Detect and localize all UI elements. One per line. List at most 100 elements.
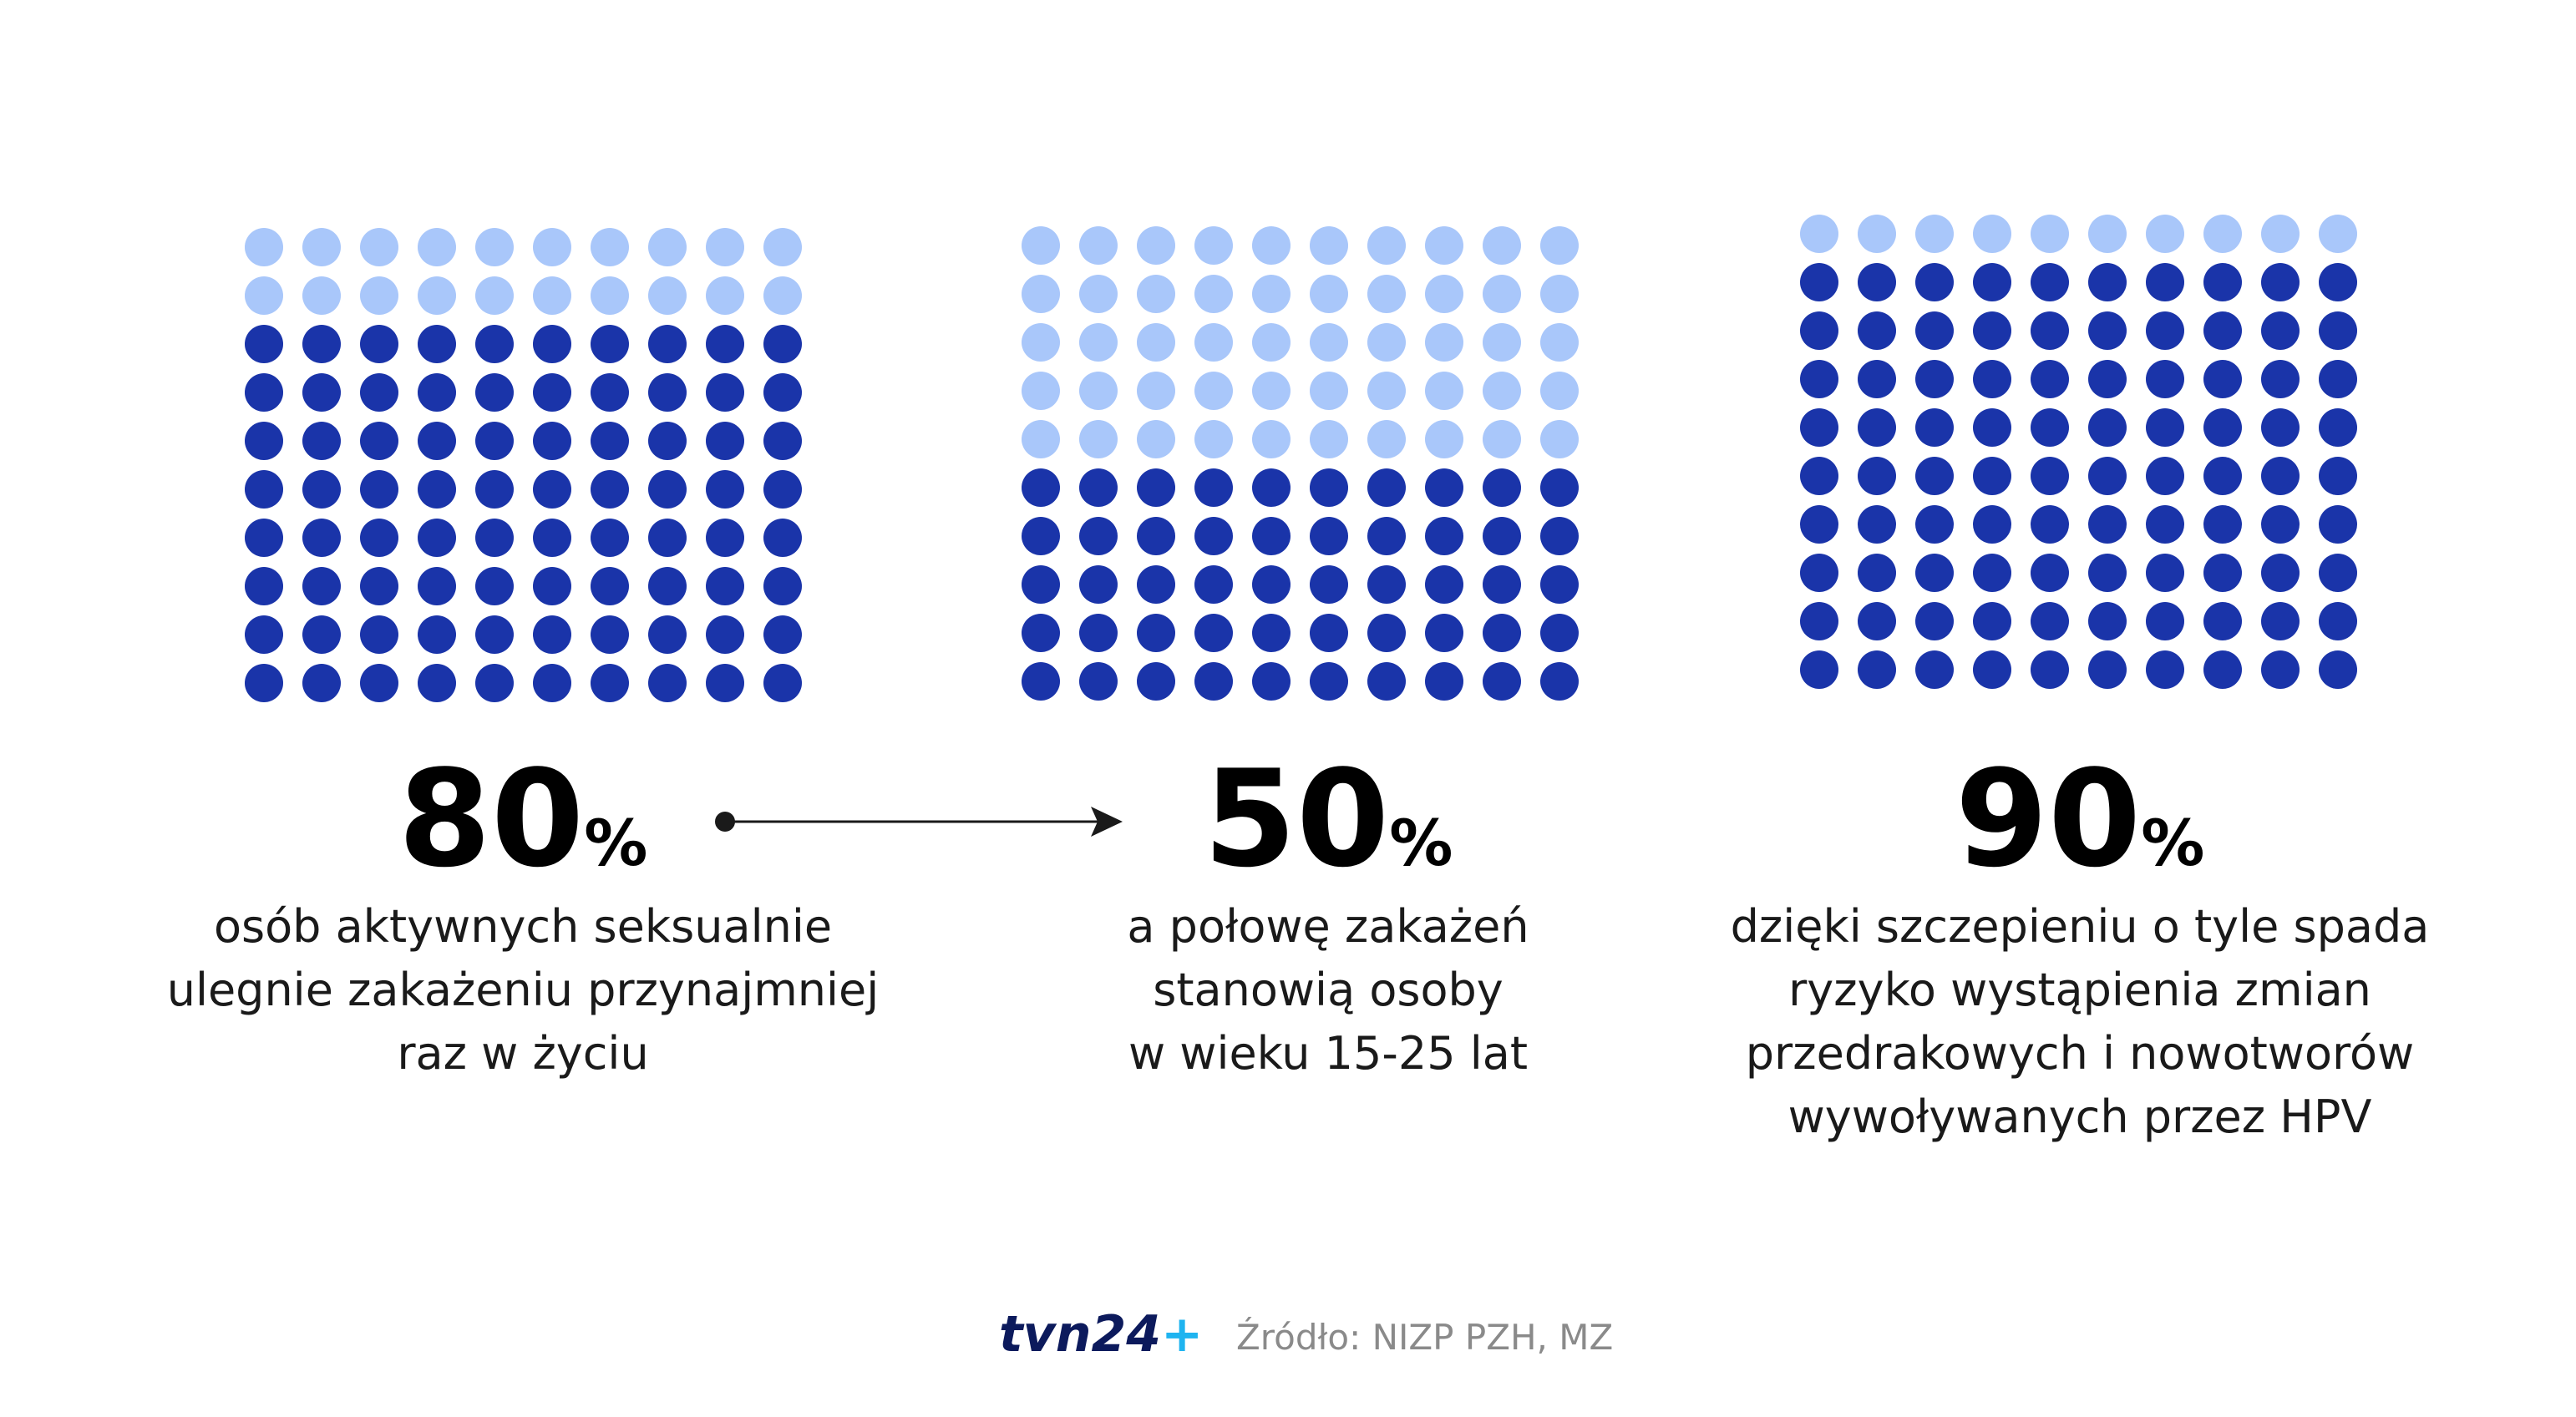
dot-rest xyxy=(706,276,744,315)
dot xyxy=(648,325,687,363)
big-number: 80% xyxy=(398,741,648,897)
dot xyxy=(2261,457,2300,495)
dot xyxy=(1367,614,1406,652)
dot xyxy=(706,519,744,557)
dot xyxy=(475,567,514,605)
dot xyxy=(2261,505,2300,544)
dot-rest xyxy=(1540,323,1579,362)
dot xyxy=(1425,662,1463,701)
dot xyxy=(1915,263,1954,301)
dot-rest xyxy=(1252,226,1291,265)
dot xyxy=(1858,554,1896,592)
dot xyxy=(1915,360,1954,398)
dot xyxy=(648,470,687,509)
dot xyxy=(1915,505,1954,544)
dot xyxy=(706,615,744,654)
big-number: 90% xyxy=(1955,741,2205,897)
dot xyxy=(1079,517,1118,555)
dot xyxy=(2146,505,2184,544)
dot xyxy=(1022,517,1060,555)
dot xyxy=(475,615,514,654)
dot xyxy=(1194,565,1233,604)
dot xyxy=(2319,554,2357,592)
dot-rest xyxy=(1425,372,1463,410)
dot xyxy=(763,325,802,363)
dot xyxy=(1800,554,1838,592)
dot xyxy=(2203,408,2242,447)
dot xyxy=(1800,263,1838,301)
dot xyxy=(2088,311,2127,350)
dot xyxy=(533,615,571,654)
dot xyxy=(245,325,283,363)
dot xyxy=(1915,457,1954,495)
dot xyxy=(533,470,571,509)
dot xyxy=(2203,602,2242,640)
dot xyxy=(1194,517,1233,555)
dot xyxy=(1022,468,1060,507)
dot xyxy=(591,470,629,509)
dot xyxy=(2031,602,2069,640)
dot xyxy=(2088,408,2127,447)
dot xyxy=(1310,565,1348,604)
dot xyxy=(1483,662,1521,701)
dot-rest xyxy=(2031,215,2069,253)
dot xyxy=(648,519,687,557)
dot-rest xyxy=(1252,275,1291,313)
logo-text: tvn24 xyxy=(999,1305,1161,1364)
dot-rest xyxy=(1425,323,1463,362)
dot xyxy=(360,470,398,509)
caption-line: ryzyko wystąpienia zmian xyxy=(1788,964,2371,1016)
dot xyxy=(2261,554,2300,592)
arrow-head xyxy=(1091,807,1123,837)
dot xyxy=(591,664,629,702)
dot xyxy=(1800,602,1838,640)
dot xyxy=(763,373,802,412)
dot xyxy=(1079,565,1118,604)
dot xyxy=(706,422,744,460)
dot xyxy=(1915,408,1954,447)
source: Źródło: NIZP PZH, MZ xyxy=(1236,1316,1613,1358)
dot xyxy=(2203,311,2242,350)
dot xyxy=(418,519,456,557)
dot xyxy=(245,519,283,557)
dot-rest xyxy=(1800,215,1838,253)
dot-rest xyxy=(418,228,456,266)
dot xyxy=(245,470,283,509)
dot xyxy=(1310,614,1348,652)
dot xyxy=(2319,457,2357,495)
dot xyxy=(1310,517,1348,555)
dot xyxy=(763,567,802,605)
dot-rest xyxy=(1858,215,1896,253)
dot xyxy=(763,519,802,557)
dot xyxy=(1540,614,1579,652)
dot xyxy=(1137,662,1175,701)
dot xyxy=(1800,408,1838,447)
dot xyxy=(1858,457,1896,495)
dot xyxy=(1425,614,1463,652)
dot xyxy=(2203,263,2242,301)
dot xyxy=(1310,662,1348,701)
dot-rest xyxy=(1079,275,1118,313)
dot xyxy=(533,567,571,605)
dot xyxy=(2031,263,2069,301)
dot xyxy=(1252,468,1291,507)
dot xyxy=(2088,505,2127,544)
number: 80 xyxy=(398,741,585,897)
dot xyxy=(533,519,571,557)
dot xyxy=(648,422,687,460)
dot xyxy=(2261,602,2300,640)
dot xyxy=(706,664,744,702)
dot xyxy=(1483,468,1521,507)
dot xyxy=(1915,602,1954,640)
dot xyxy=(2088,650,2127,689)
dot xyxy=(1973,311,2011,350)
dot xyxy=(360,567,398,605)
dot-rest xyxy=(1367,420,1406,458)
unit: % xyxy=(584,806,647,880)
dot xyxy=(1367,565,1406,604)
dot xyxy=(2261,360,2300,398)
dot xyxy=(245,373,283,412)
dot-rest xyxy=(1425,226,1463,265)
dot xyxy=(763,615,802,654)
